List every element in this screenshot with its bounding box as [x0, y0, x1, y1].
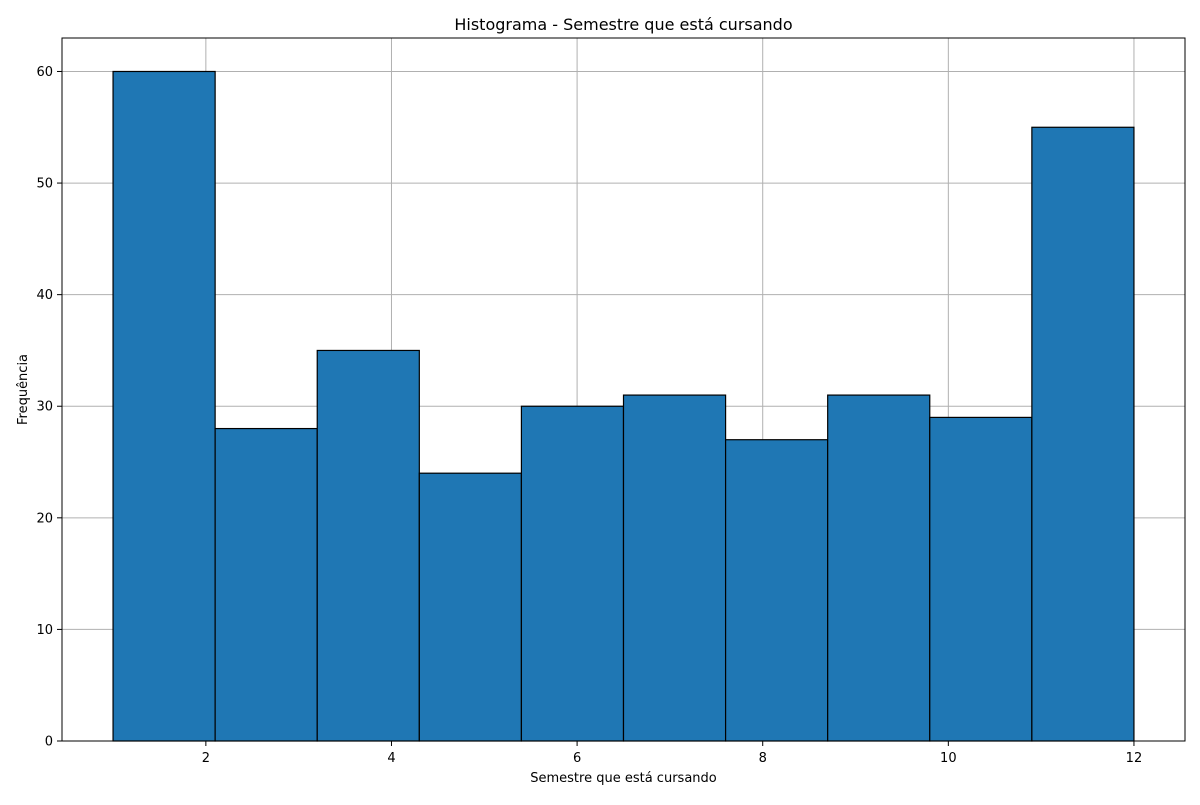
histogram-bar-2: [214, 427, 318, 742]
histogram-bar-4: [418, 472, 523, 742]
bar-layer: [112, 70, 1135, 742]
y-tick-label: 20: [36, 511, 53, 526]
histogram-bar-10: [1031, 126, 1135, 742]
y-tick-label: 60: [36, 65, 53, 80]
x-tick-label: 6: [573, 751, 581, 766]
tick-layer: 2 4 6 8 10 12 0 10 20 30 40 50 60: [36, 65, 1142, 766]
x-tick-label: 8: [759, 751, 767, 766]
histogram-bar-5: [520, 405, 625, 742]
chart-title: Histograma - Semestre que está cursando: [454, 15, 792, 34]
axes-frame: [61, 37, 1186, 742]
histogram-bar-1: [112, 70, 216, 742]
y-tick-label: 30: [36, 400, 53, 415]
x-axis-label: Semestre que está cursando: [530, 771, 717, 786]
x-tick-label: 2: [202, 751, 210, 766]
y-tick-label: 40: [36, 288, 53, 303]
histogram-bar-7: [724, 439, 829, 742]
histogram-bar-8: [827, 394, 931, 742]
x-tick-label: 4: [387, 751, 395, 766]
histogram-bar-6: [622, 394, 727, 742]
x-tick-label: 10: [940, 751, 957, 766]
y-tick-label: 0: [45, 735, 53, 750]
histogram-bar-9: [929, 416, 1033, 742]
y-tick-label: 50: [36, 177, 53, 192]
x-tick-label: 12: [1126, 751, 1143, 766]
y-axis-label: Frequência: [16, 354, 31, 425]
histogram-bar-3: [316, 349, 420, 742]
y-tick-label: 10: [36, 623, 53, 638]
